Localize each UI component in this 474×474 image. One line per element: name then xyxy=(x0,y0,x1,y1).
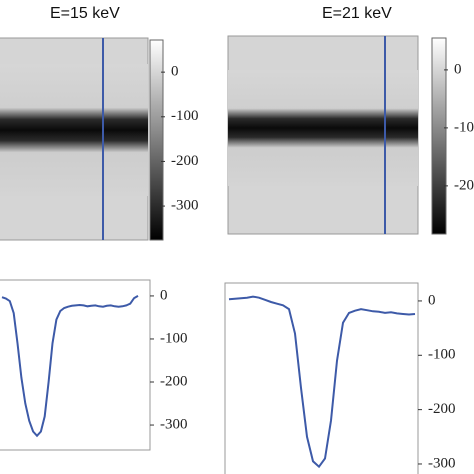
y-tick-label: -200 xyxy=(428,401,456,417)
y-tick-label: -200 xyxy=(171,153,199,169)
plot-frame xyxy=(0,279,151,451)
plot-frame xyxy=(224,282,419,474)
panel-title: E=15 keV xyxy=(50,5,120,22)
profile-line xyxy=(1,295,139,438)
panel-title: E=21 keV xyxy=(322,5,392,22)
profile-line xyxy=(228,295,416,469)
y-tick-label: -100 xyxy=(171,108,199,124)
y-tick-label: -100 xyxy=(454,119,474,135)
colorbar xyxy=(431,37,447,235)
colorbar xyxy=(149,39,164,241)
y-tick-label: -200 xyxy=(454,177,474,193)
y-tick-label: -300 xyxy=(428,455,456,471)
y-tick-label: 0 xyxy=(428,292,436,308)
image-band xyxy=(228,70,418,186)
image-band xyxy=(0,64,148,196)
y-tick-label: -300 xyxy=(171,198,199,214)
y-tick-label: 0 xyxy=(454,61,462,77)
y-tick-label: 0 xyxy=(171,64,179,80)
y-tick-label: -300 xyxy=(160,416,188,432)
y-tick-label: -100 xyxy=(428,347,456,363)
y-tick-label: -200 xyxy=(160,373,188,389)
y-tick-label: -100 xyxy=(160,330,188,346)
y-tick-label: 0 xyxy=(160,287,168,303)
